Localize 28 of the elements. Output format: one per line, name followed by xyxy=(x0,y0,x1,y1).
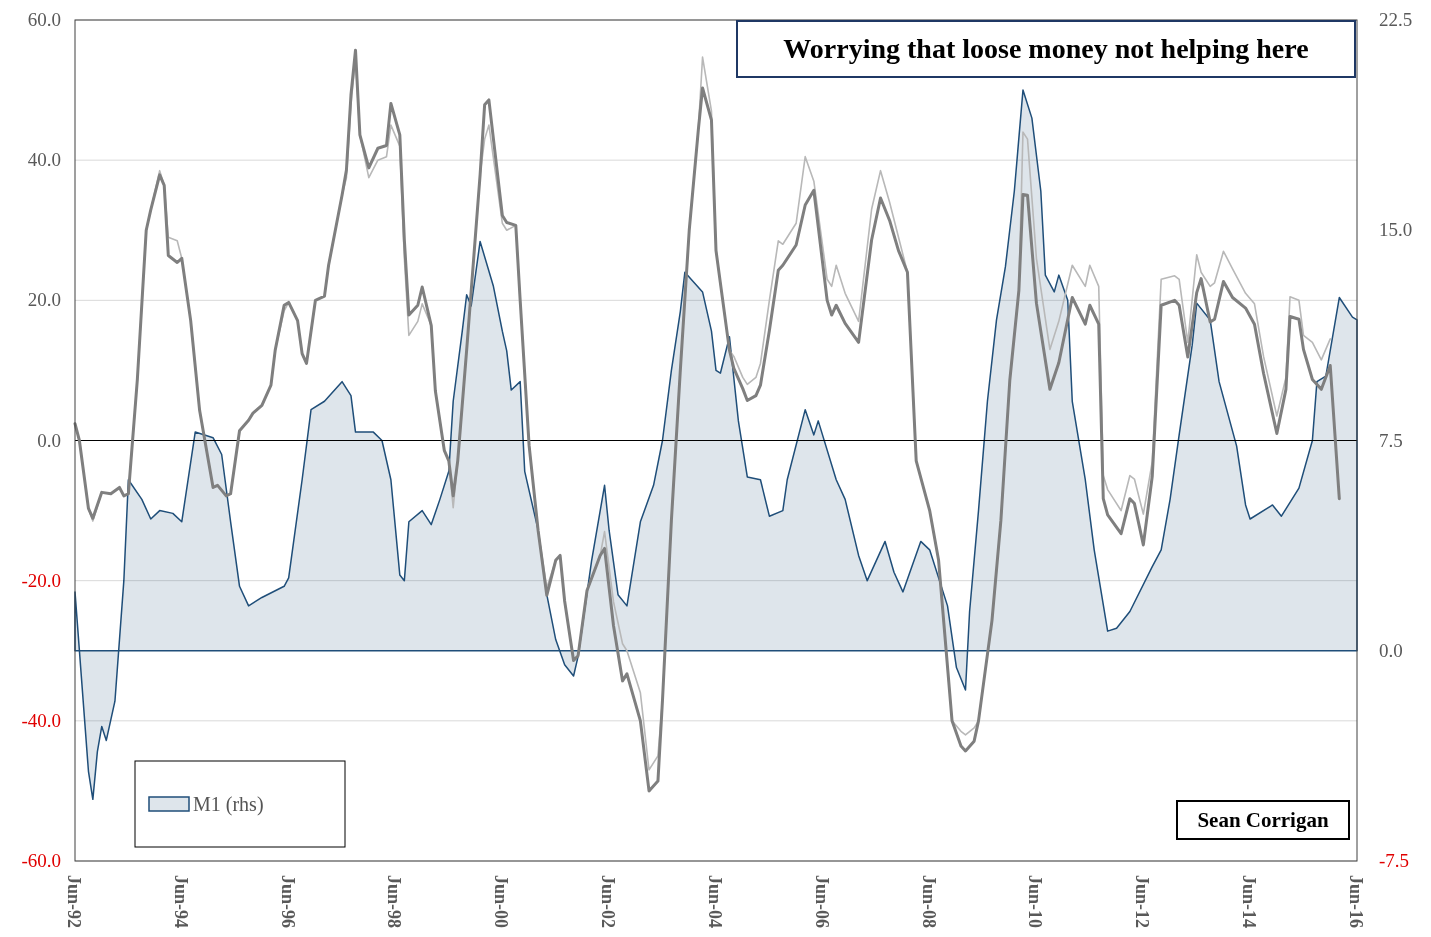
y-tick-label: 40.0 xyxy=(27,149,61,171)
x-tick-label: Jun-96 xyxy=(277,875,298,929)
x-tick-label: Jun-16 xyxy=(1346,875,1366,929)
annotation: Worrying that loose money not helping here xyxy=(783,33,1309,64)
y2-tick-label: 22.5 xyxy=(1379,9,1413,30)
y2-tick-label: 0.0 xyxy=(1379,639,1403,661)
x-tick-label: Jun-02 xyxy=(598,875,619,929)
x-tick-label: Jun-08 xyxy=(918,875,939,929)
y-tick-label: 20.0 xyxy=(27,289,61,311)
x-tick-label: Jun-14 xyxy=(1239,875,1260,929)
x-tick-label: Jun-92 xyxy=(64,875,84,929)
x-tick-label: Jun-98 xyxy=(384,875,405,929)
y2-tick-label: 7.5 xyxy=(1379,429,1403,451)
y-tick-label: -20.0 xyxy=(21,569,61,591)
y2-tick-label: 15.0 xyxy=(1379,219,1413,241)
annotation: Sean Corrigan xyxy=(1197,808,1329,832)
y-tick-label: -40.0 xyxy=(21,709,61,731)
x-tick-label: Jun-06 xyxy=(811,875,832,929)
x-tick-label: Jun-10 xyxy=(1025,875,1046,929)
y-tick-label: 0.0 xyxy=(37,429,61,451)
x-tick-label: Jun-94 xyxy=(170,875,191,929)
y-tick-label: 60.0 xyxy=(27,9,61,30)
x-tick-label: Jun-00 xyxy=(491,875,512,929)
y2-tick-label: -7.5 xyxy=(1379,850,1410,871)
y-tick-label: -60.0 xyxy=(21,850,61,871)
x-tick-label: Jun-04 xyxy=(705,875,725,929)
legend-label: M1 (rhs) xyxy=(193,793,264,816)
x-tick-label: Jun-12 xyxy=(1132,875,1153,929)
